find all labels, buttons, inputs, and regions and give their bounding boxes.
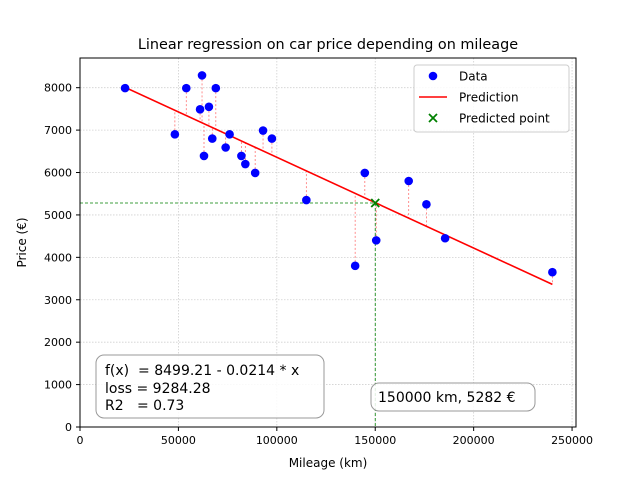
formula-box-frame <box>95 354 325 419</box>
x-tick-label: 150000 <box>354 434 396 447</box>
legend-predicted-point-marker <box>428 113 438 123</box>
data-point <box>422 200 431 209</box>
prediction-line <box>124 86 553 286</box>
data-point <box>548 267 557 277</box>
data-point <box>440 233 450 243</box>
y-tick-label: 7000 <box>44 124 72 137</box>
y-tick-label: 6000 <box>44 167 72 180</box>
r2-line: R2 = 0.73 <box>105 398 184 414</box>
data-point <box>258 126 268 135</box>
y-tick-label: 0 <box>65 421 72 434</box>
data-point <box>371 236 381 245</box>
data-point <box>195 105 205 114</box>
legend-data-label: Data <box>459 70 488 84</box>
data-point <box>267 134 277 143</box>
y-tick-label: 1000 <box>44 379 72 392</box>
predicted-label-box: 150000 km, 5282 € <box>370 382 536 412</box>
loss-line: loss = 9284.28 <box>105 381 211 397</box>
data-point <box>207 134 217 143</box>
legend-frame <box>413 64 570 133</box>
data-point <box>199 151 209 161</box>
formula-line: f(x) = 8499.21 - 0.0214 * x <box>105 363 299 379</box>
x-axis-label: Mileage (km) <box>289 456 368 470</box>
plot-area-frame <box>79 57 577 428</box>
data-point <box>237 151 246 161</box>
x-tick-label: 0 <box>77 434 84 447</box>
data-point <box>204 102 214 112</box>
predicted-point-stroke <box>370 198 380 208</box>
x-tick-label: 50000 <box>161 434 196 447</box>
data-point <box>211 83 221 93</box>
data-points-layer <box>120 71 557 277</box>
data-point <box>241 159 250 169</box>
y-tick-label: 5000 <box>44 209 72 222</box>
predicted-label-text: 150000 km, 5282 € <box>378 390 516 406</box>
x-tick-label: 200000 <box>453 434 495 447</box>
data-point <box>302 195 311 205</box>
data-point <box>350 261 360 271</box>
predicted-point-layer <box>370 198 380 208</box>
data-point <box>250 168 260 178</box>
legend-prediction-label: Prediction <box>459 91 519 105</box>
y-axis-label: Price (€) <box>15 217 29 267</box>
data-point <box>170 130 180 139</box>
data-point <box>225 130 234 139</box>
data-point <box>197 71 207 80</box>
legend-predicted-point-label: Predicted point <box>459 112 550 126</box>
data-point <box>181 83 191 93</box>
predicted-label-frame <box>370 382 536 412</box>
chart-title: Linear regression on car price depending… <box>138 37 518 53</box>
data-point <box>120 83 130 93</box>
data-point <box>221 143 230 152</box>
y-tick-label: 4000 <box>44 251 72 264</box>
data-point <box>360 168 370 178</box>
x-tick-label: 250000 <box>551 434 593 447</box>
x-axis: 0 50000 100000 150000 200000 250000 <box>77 427 593 447</box>
x-tick-label: 100000 <box>256 434 298 447</box>
legend: Data Prediction Predicted point <box>413 64 570 133</box>
y-tick-label: 2000 <box>44 336 72 349</box>
data-point <box>404 176 413 186</box>
prediction-layer <box>124 86 553 286</box>
y-tick-label: 3000 <box>44 294 72 307</box>
formula-box: f(x) = 8499.21 - 0.0214 * x loss = 9284.… <box>95 354 325 419</box>
legend-data-marker <box>428 71 438 81</box>
y-axis: 0 1000 2000 3000 4000 5000 6000 7000 8000 <box>44 82 80 434</box>
predicted-point-marker <box>370 198 380 208</box>
y-tick-label: 8000 <box>44 82 72 95</box>
